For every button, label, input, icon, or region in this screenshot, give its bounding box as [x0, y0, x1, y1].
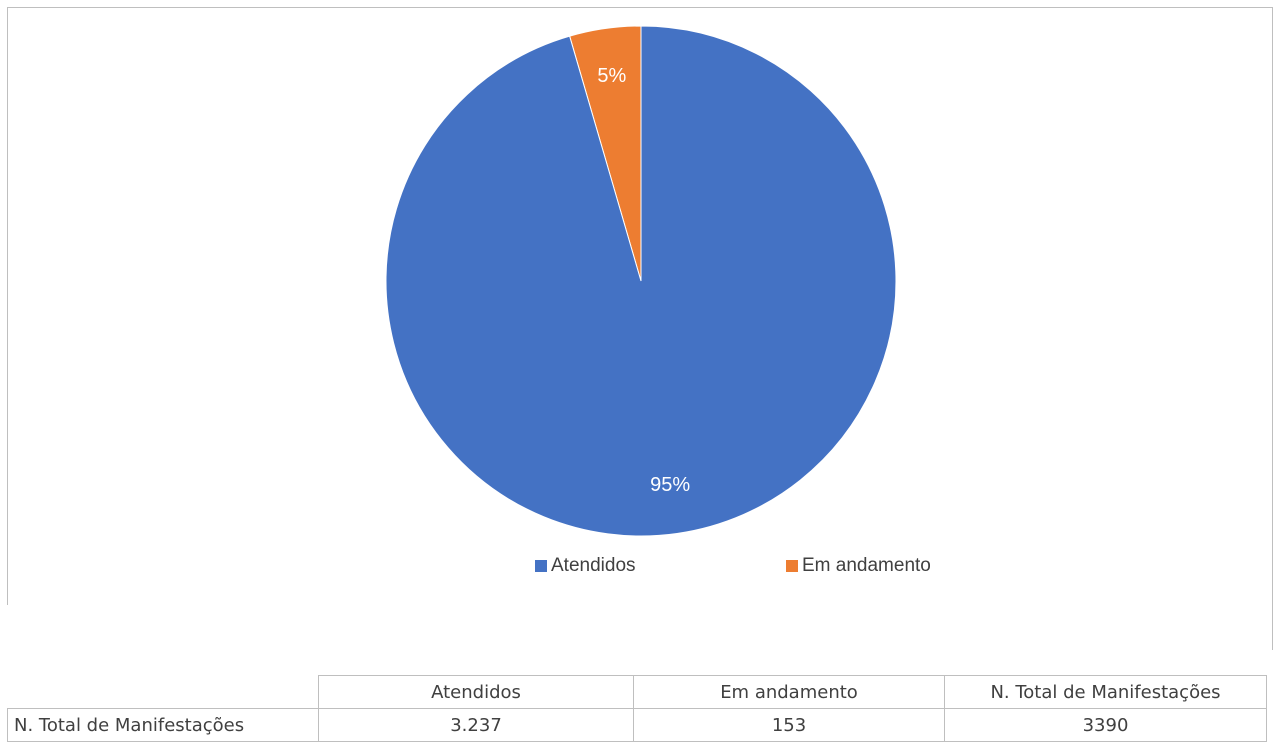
table-header-row: Atendidos Em andamento N. Total de Manif… [7, 675, 1267, 709]
table-cell: 3.237 [318, 708, 634, 742]
table-header-cell: Atendidos [318, 675, 634, 709]
table-row-label: N. Total de Manifestações [7, 708, 319, 742]
table-cell: 3390 [944, 708, 1267, 742]
table-header-cell: N. Total de Manifestações [944, 675, 1267, 709]
table-row: N. Total de Manifestações 3.237 153 3390 [7, 708, 1267, 742]
legend-label-atendidos: Atendidos [551, 555, 636, 576]
pie-data-label: 5% [597, 65, 626, 87]
pie-data-label: 95% [650, 474, 690, 496]
legend-item-em-andamento: Em andamento [786, 555, 931, 577]
legend-item-atendidos: Atendidos [535, 555, 636, 577]
legend-swatch-em-andamento [786, 560, 798, 572]
chart-border [1272, 605, 1273, 650]
legend-label-em-andamento: Em andamento [802, 555, 931, 576]
data-table: Atendidos Em andamento N. Total de Manif… [7, 675, 1267, 742]
chart-legend: Atendidos Em andamento [0, 555, 1279, 579]
chart-area [7, 7, 1273, 605]
table-cell: 153 [633, 708, 945, 742]
pie-slice-atendidos [385, 25, 897, 537]
legend-swatch-atendidos [535, 560, 547, 572]
table-header-cell: Em andamento [633, 675, 945, 709]
table-corner-cell [7, 675, 319, 709]
